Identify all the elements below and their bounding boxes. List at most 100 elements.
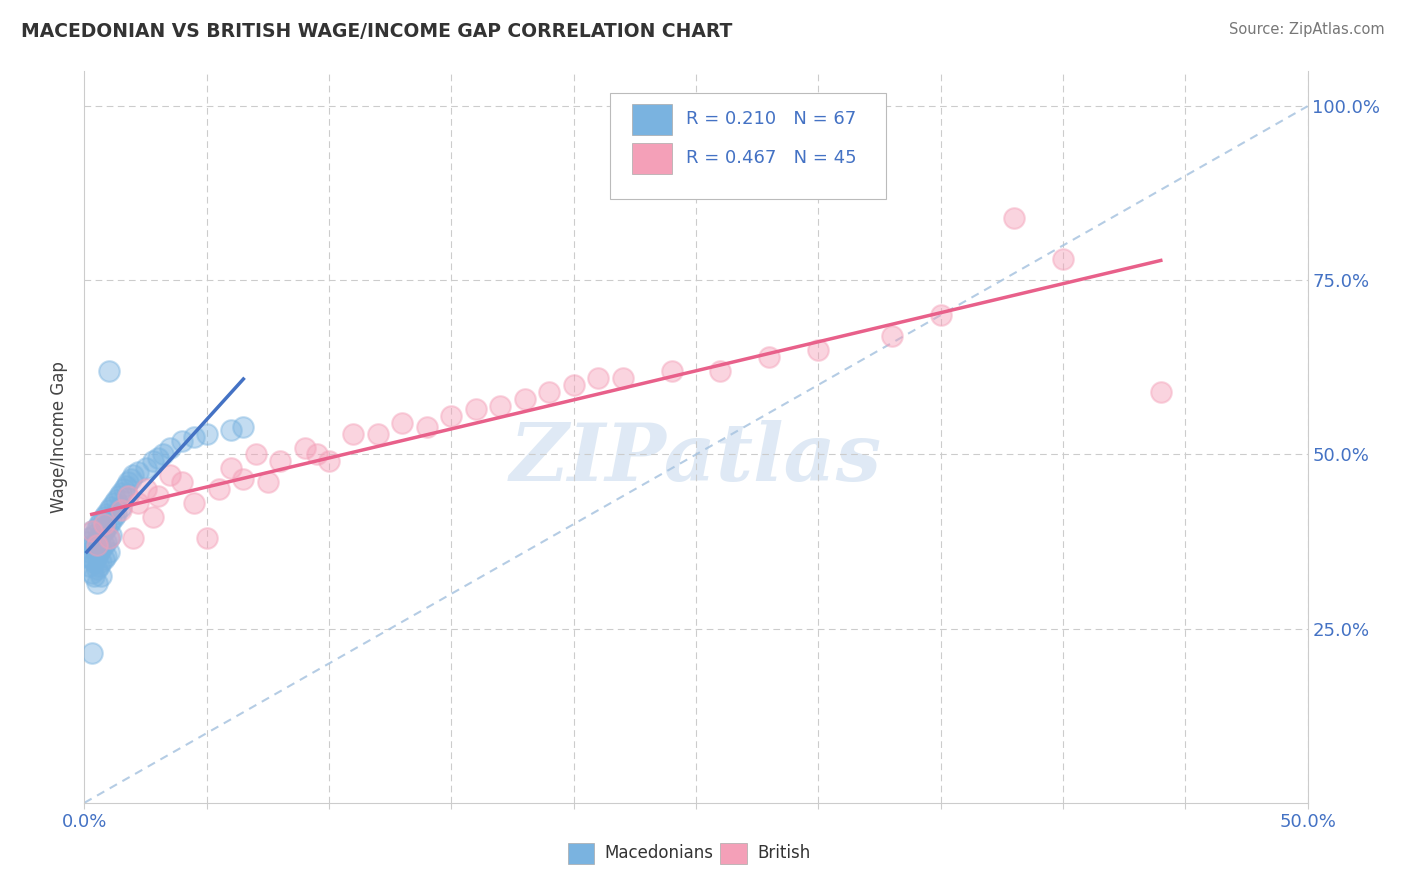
Point (77, 558, 100, 573)
Point (87, 531, 110, 545)
Point (107, 489, 129, 503)
Point (96, 534, 118, 549)
Point (93, 524, 115, 538)
Bar (720, 843, 748, 863)
Point (110, 500, 132, 514)
Point (117, 475, 139, 490)
Bar (568, 843, 595, 863)
Point (76, 549, 98, 563)
Point (96, 549, 118, 563)
Point (127, 496, 149, 510)
Point (661, 364, 683, 378)
Point (232, 419, 254, 434)
Point (305, 448, 328, 462)
Bar (633, 143, 672, 174)
Point (208, 483, 231, 497)
Point (245, 448, 267, 462)
Point (318, 454, 340, 468)
Point (172, 475, 194, 490)
Point (87, 558, 110, 573)
Text: R = 0.210   N = 67: R = 0.210 N = 67 (686, 110, 856, 128)
Point (83, 527, 105, 541)
Point (122, 468, 145, 483)
Point (880, 329, 903, 343)
Point (80, 524, 103, 538)
Point (86, 534, 108, 549)
Point (115, 479, 138, 493)
Text: MACEDONIAN VS BRITISH WAGE/INCOME GAP CORRELATION CHART: MACEDONIAN VS BRITISH WAGE/INCOME GAP CO… (21, 22, 733, 41)
Point (105, 492, 128, 507)
Point (97, 545, 120, 559)
Point (83, 556, 105, 570)
Point (122, 531, 145, 545)
Point (86, 562, 108, 576)
Point (110, 485, 132, 500)
Point (612, 371, 634, 385)
Point (103, 510, 125, 524)
Text: British: British (758, 844, 810, 863)
Point (562, 377, 585, 392)
Point (269, 454, 291, 468)
Y-axis label: Wage/Income Gap: Wage/Income Gap (51, 361, 69, 513)
FancyBboxPatch shape (610, 94, 886, 200)
Point (135, 483, 157, 497)
Point (87, 517, 110, 532)
Point (586, 371, 609, 385)
Bar (633, 104, 672, 135)
Point (77, 545, 100, 559)
Point (183, 430, 205, 444)
Point (152, 448, 174, 462)
Point (391, 416, 413, 430)
Point (76, 534, 98, 549)
Point (342, 426, 364, 441)
Point (77, 531, 100, 545)
Point (90, 541, 112, 556)
Point (97, 517, 120, 532)
Point (440, 409, 463, 424)
Point (807, 343, 830, 357)
Point (195, 531, 218, 545)
Point (86, 521, 108, 535)
Point (232, 472, 254, 486)
Point (513, 392, 536, 406)
Point (120, 472, 142, 486)
Point (80, 552, 103, 566)
Point (929, 308, 952, 322)
Point (105, 507, 128, 521)
Point (142, 454, 165, 468)
Point (172, 434, 194, 448)
Point (159, 441, 181, 455)
Point (93, 538, 115, 552)
Text: R = 0.467   N = 45: R = 0.467 N = 45 (686, 149, 856, 167)
Point (80, 646, 103, 660)
Point (135, 461, 157, 475)
Point (146, 489, 169, 503)
Point (538, 384, 561, 399)
Point (83, 569, 105, 583)
Point (93, 510, 115, 524)
Point (86, 549, 108, 563)
Point (489, 399, 512, 413)
Point (416, 419, 439, 434)
Point (219, 461, 242, 475)
Point (87, 545, 110, 559)
Point (100, 527, 122, 541)
Point (146, 450, 169, 465)
Point (127, 465, 149, 479)
Text: Macedonians: Macedonians (605, 844, 713, 863)
Point (110, 503, 132, 517)
Point (90, 514, 112, 528)
Point (97, 364, 120, 378)
Point (90, 527, 112, 541)
Point (103, 496, 125, 510)
Point (183, 496, 205, 510)
Point (142, 510, 165, 524)
Text: ZIPatlas: ZIPatlas (510, 420, 882, 498)
Point (1052, 252, 1074, 267)
Point (100, 514, 122, 528)
Point (758, 350, 780, 364)
Point (83, 541, 105, 556)
Point (97, 531, 120, 545)
Point (96, 521, 118, 535)
Point (257, 475, 280, 490)
